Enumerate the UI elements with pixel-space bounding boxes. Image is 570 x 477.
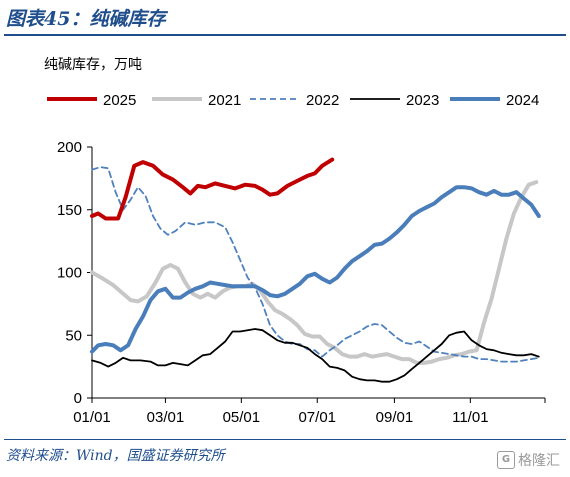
y-tick-label: 0: [74, 390, 82, 407]
legend-label-2025: 2025: [103, 92, 136, 109]
legend-label-2024: 2024: [506, 92, 539, 109]
legend-label-2021: 2021: [208, 92, 241, 109]
figure-title: 图表45：纯碱库存: [6, 8, 166, 30]
x-tick-label: 09/01: [376, 409, 414, 426]
x-tick-label: 01/01: [73, 409, 111, 426]
source-note: 资料来源：Wind，国盛证券研究所: [6, 448, 225, 464]
series-line-2022: [91, 166, 540, 363]
x-tick-label: 11/01: [452, 409, 488, 426]
x-tick-label: 07/01: [298, 409, 336, 426]
y-tick-label: 50: [65, 327, 82, 344]
watermark-logo-icon: G: [497, 451, 515, 469]
x-tick-label: 03/01: [147, 409, 185, 426]
title-rule: [4, 34, 566, 36]
watermark: G 格隆汇: [497, 450, 560, 470]
source-rule: [4, 439, 566, 440]
unit-label: 纯碱库存，万吨: [44, 57, 142, 73]
chart-svg: 0 50 100 150 200 01/01 03/01 05/01 07/01 09/01 11/…: [47, 92, 546, 426]
legend-label-2023: 2023: [406, 92, 439, 109]
y-tick-label: 150: [57, 202, 82, 219]
series-line-2023: [91, 328, 540, 383]
y-tick-label: 200: [57, 139, 82, 156]
legend-label-2022: 2022: [306, 92, 339, 109]
series-line-2025: [90, 157, 335, 221]
watermark-text: 格隆汇: [518, 453, 560, 469]
series-line-2021: [90, 180, 539, 365]
x-tick-label: 05/01: [223, 409, 261, 426]
series-line-2024: [90, 185, 541, 354]
y-tick-label: 100: [57, 265, 82, 282]
